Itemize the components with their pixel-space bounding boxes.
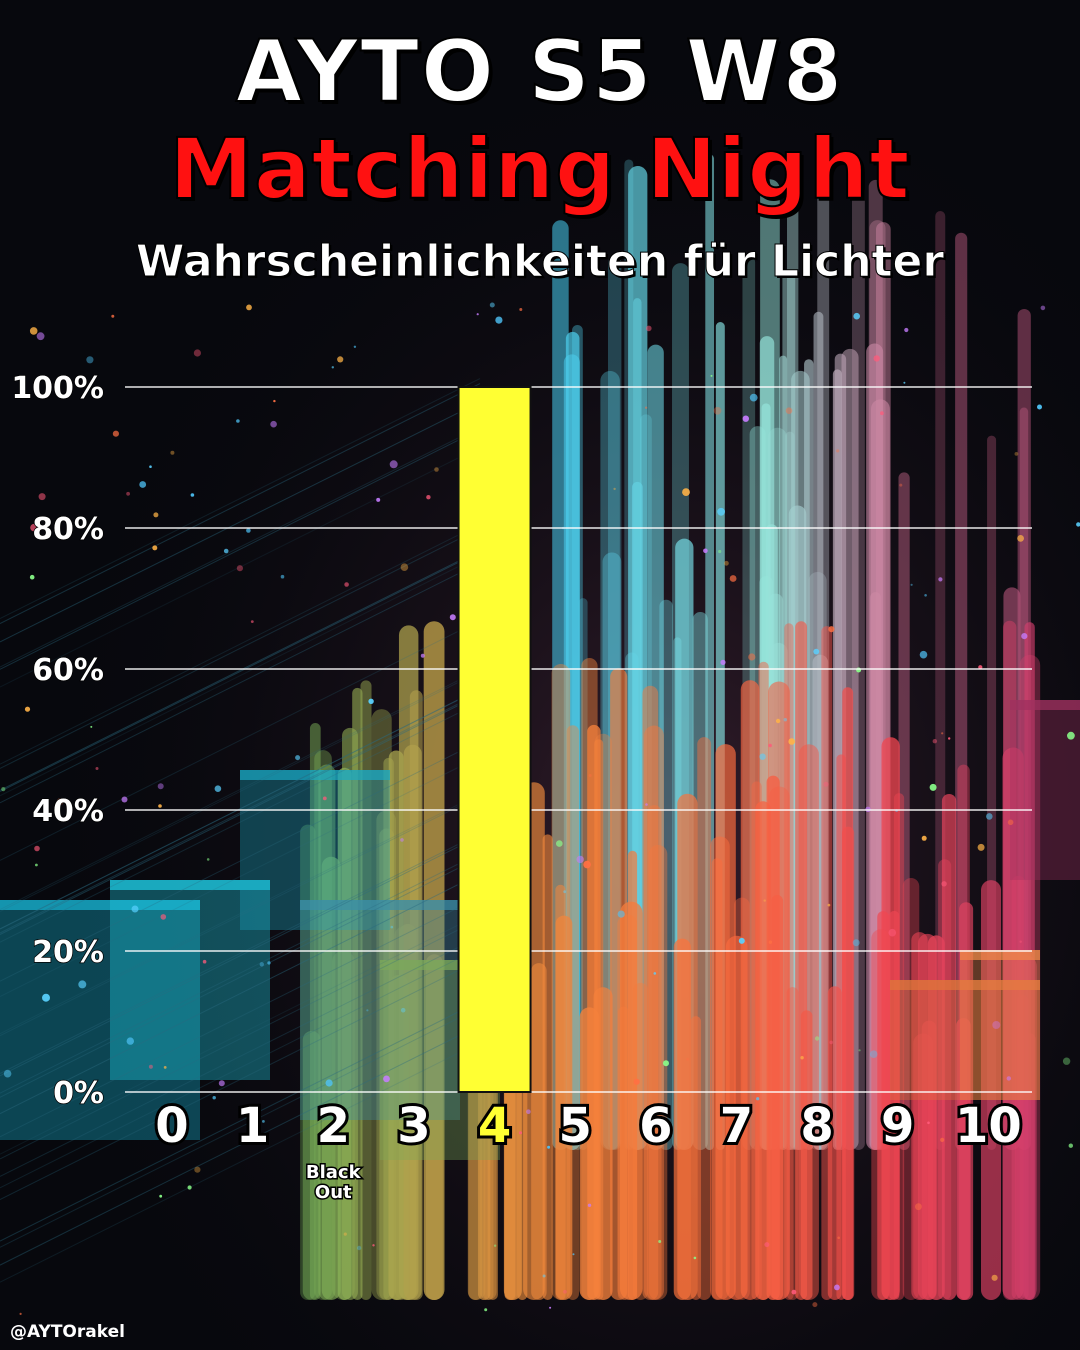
x-tick-label: 2 (317, 1098, 350, 1154)
x-tick-label: 5 (558, 1098, 591, 1154)
page-subtitle: Matching Night (168, 119, 911, 219)
bar-4 (457, 386, 532, 1093)
y-tick-label: 80% (32, 512, 104, 547)
x-tick-label: 10 (955, 1098, 1022, 1154)
x-tick-label: 6 (639, 1098, 672, 1154)
page-title: AYTO S5 W8 (235, 21, 845, 123)
x-tick-label: 4 (478, 1098, 511, 1154)
x-tick-label: 9 (881, 1098, 914, 1154)
x-tick-label: 3 (397, 1098, 430, 1154)
x-tick-label: 0 (155, 1098, 188, 1154)
x-tick-label: 1 (236, 1098, 269, 1154)
credit-handle: @AYTOrakel (10, 1322, 125, 1342)
x-tick-label: 8 (800, 1098, 833, 1154)
y-tick-label: 40% (32, 794, 104, 829)
chart-description: Wahrscheinlichkeiten für Lichter (135, 236, 945, 288)
background-particles (1, 302, 1080, 1315)
category-note: Out (315, 1182, 352, 1203)
y-tick-label: 60% (32, 653, 104, 688)
x-tick-label: 7 (720, 1098, 753, 1154)
y-tick-label: 0% (53, 1076, 104, 1111)
background-lines (0, 378, 481, 1283)
gridlines (125, 386, 1032, 1093)
y-tick-label: 100% (11, 371, 104, 406)
y-tick-label: 20% (32, 935, 104, 970)
category-note: Black (306, 1162, 362, 1183)
